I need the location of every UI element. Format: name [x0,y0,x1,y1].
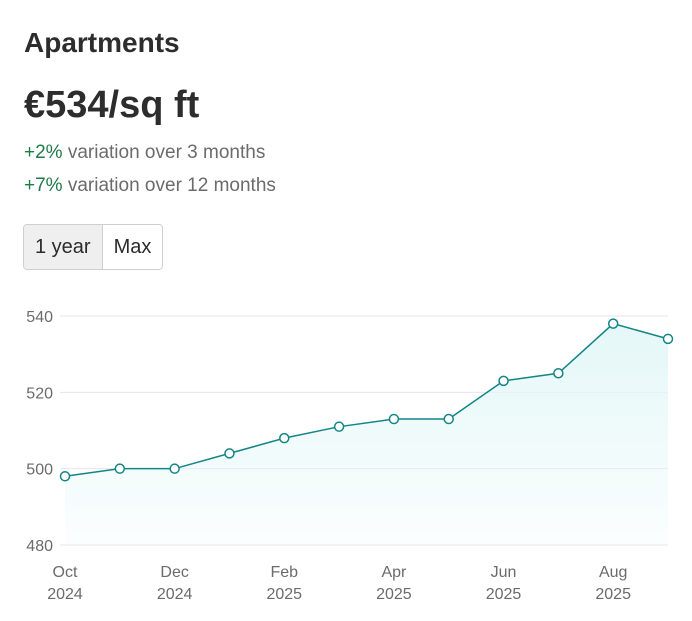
data-point-2025-06 [498,375,509,387]
page-title: Apartments [24,27,180,58]
data-point-2025-01 [224,448,235,459]
y-tick-label-500: 500 [26,462,53,479]
x-tick-year-apr: 2025 [376,586,412,603]
x-tick-month-feb: Feb [270,564,298,581]
variation-12-months: +7% variation over 12 months [24,175,276,197]
y-tick-label-480: 480 [26,538,53,555]
variation-3-months: +2% variation over 3 months [24,142,265,164]
range-selector: 1 year Max [23,224,164,270]
range-1-year-button[interactable]: 1 year [24,225,102,269]
x-tick-month-jun: Jun [491,564,517,581]
data-point-2024-10 [59,471,71,482]
price-line [64,322,669,478]
x-tick-year-oct: 2024 [47,586,83,603]
data-point-2025-03 [333,421,345,432]
x-tick-year-dec: 2024 [157,586,193,603]
variation-3-months-pct: +2% [24,142,63,163]
data-point-2025-04 [388,413,400,425]
data-point-2025-02 [279,432,290,444]
y-tick-label-520: 520 [26,385,53,402]
variation-12-months-text: variation over 12 months [62,175,276,196]
data-point-2025-07 [553,368,564,379]
x-tick-year-aug: 2025 [595,586,631,603]
data-point-2024-12 [169,463,180,474]
x-tick-month-dec: Dec [160,564,188,581]
range-max-button[interactable]: Max [101,225,163,269]
variation-12-months-pct: +7% [24,175,63,196]
x-tick-month-oct: Oct [53,564,78,581]
variation-3-months-text: variation over 3 months [62,142,266,163]
data-point-2025-09 [662,333,674,345]
data-point-2025-08 [607,318,619,329]
data-point-2024-11 [114,463,126,474]
x-tick-year-jun: 2025 [486,586,522,603]
x-tick-year-feb: 2025 [266,586,302,603]
x-tick-month-apr: Apr [381,564,407,581]
price-value: €534/sq ft [24,84,200,126]
x-tick-month-aug: Aug [599,564,627,581]
data-point-2025-05 [443,413,454,425]
y-tick-label-540: 540 [26,309,53,326]
